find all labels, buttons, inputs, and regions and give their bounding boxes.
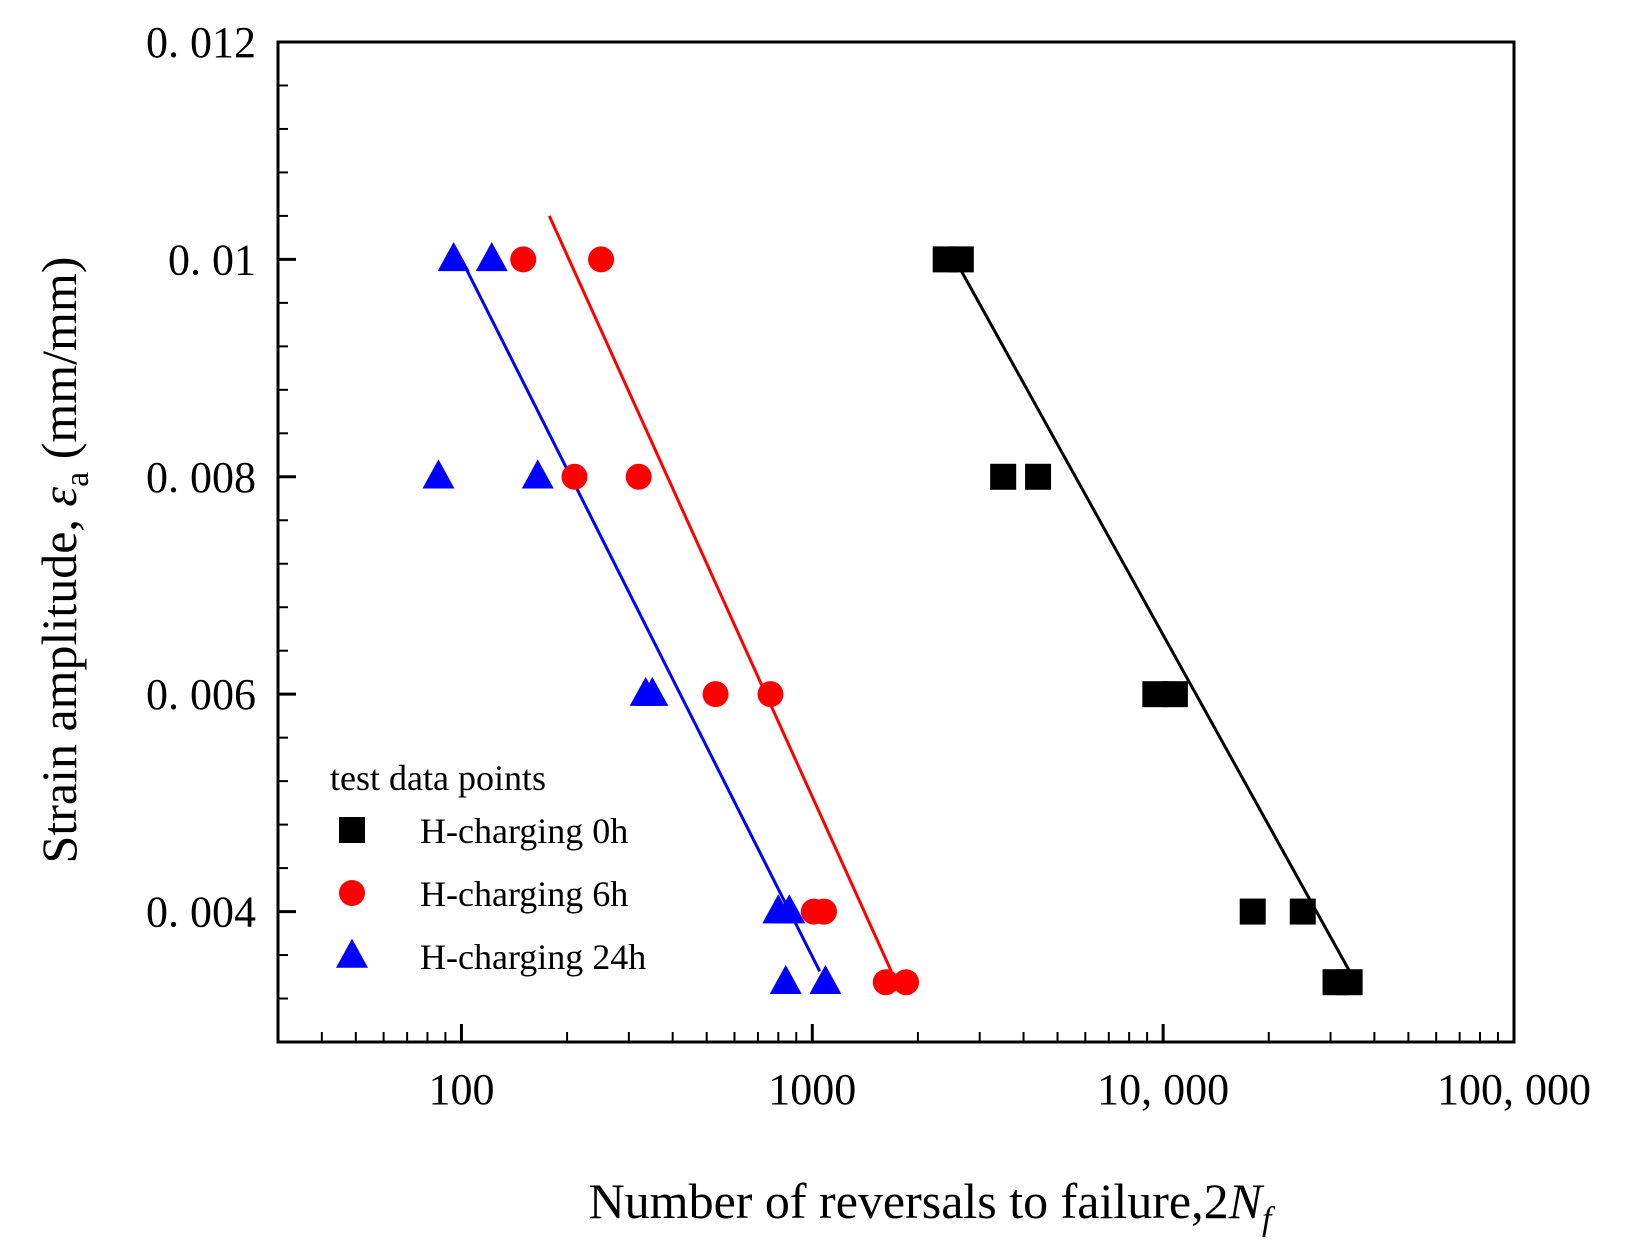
y-tick-label: 0. 01 (168, 235, 256, 284)
y-axis-title: Strain amplitude, εa (mm/mm) (31, 257, 96, 864)
y-tick-label: 0. 004 (146, 888, 256, 937)
data-point-circle (872, 969, 899, 996)
data-point-square (1289, 898, 1316, 925)
x-tick-label: 1000 (768, 1065, 856, 1114)
data-point-square (1239, 898, 1266, 925)
x-tick-label: 100, 000 (1437, 1065, 1591, 1114)
x-tick-label: 10, 000 (1097, 1065, 1229, 1114)
data-point-triangle (809, 964, 842, 994)
y-tick-label: 0. 008 (146, 453, 256, 502)
x-axis-title: Number of reversals to failure,2Nf (589, 1173, 1276, 1238)
data-point-circle (561, 463, 588, 490)
fit-lines (460, 215, 1351, 973)
fit-line-square (953, 258, 1351, 973)
x-axis-minor-ticks (277, 1032, 1499, 1042)
legend-label: H-charging 0h (420, 811, 628, 851)
data-point-square (947, 246, 974, 273)
data-point-circle (510, 246, 537, 273)
data-point-square (990, 463, 1017, 490)
data-point-circle (625, 463, 652, 490)
legend-marker-circle (339, 880, 365, 906)
y-tick-label: 0. 012 (146, 18, 256, 67)
data-point-circle (588, 246, 615, 273)
data-point-circle (702, 681, 729, 708)
data-point-square (1336, 969, 1363, 996)
data-point-circle (757, 681, 784, 708)
legend-marker-square (339, 817, 365, 843)
data-point-circle (893, 969, 920, 996)
data-point-circle (811, 898, 838, 925)
data-point-triangle (437, 242, 470, 272)
legend-label: H-charging 6h (420, 874, 628, 914)
data-point-square (1161, 681, 1188, 708)
data-point-triangle (773, 894, 806, 924)
data-point-triangle (422, 459, 455, 489)
data-point-triangle (475, 242, 508, 272)
plot-frame (276, 40, 1516, 1044)
data-markers (422, 242, 1363, 996)
x-axis: 100 1000 10, 000 100, 000 (428, 1024, 1591, 1114)
data-point-square (1025, 463, 1052, 490)
legend-title: test data points (330, 758, 546, 798)
y-axis-minor-ticks (278, 84, 288, 1000)
data-point-triangle (521, 459, 554, 489)
y-tick-label: 0. 006 (146, 670, 256, 719)
y-axis: 0. 004 0. 006 0. 008 0. 01 0. 012 (146, 18, 296, 937)
x-tick-label: 100 (428, 1065, 494, 1114)
legend: test data points H-charging 0h H-charging… (330, 758, 646, 977)
fit-line-circle (547, 215, 893, 972)
legend-label: H-charging 24h (420, 937, 646, 977)
legend-marker-triangle (336, 938, 368, 968)
fit-line-triangle (460, 258, 822, 973)
data-point-triangle (769, 964, 802, 994)
data-point-triangle (636, 676, 669, 706)
